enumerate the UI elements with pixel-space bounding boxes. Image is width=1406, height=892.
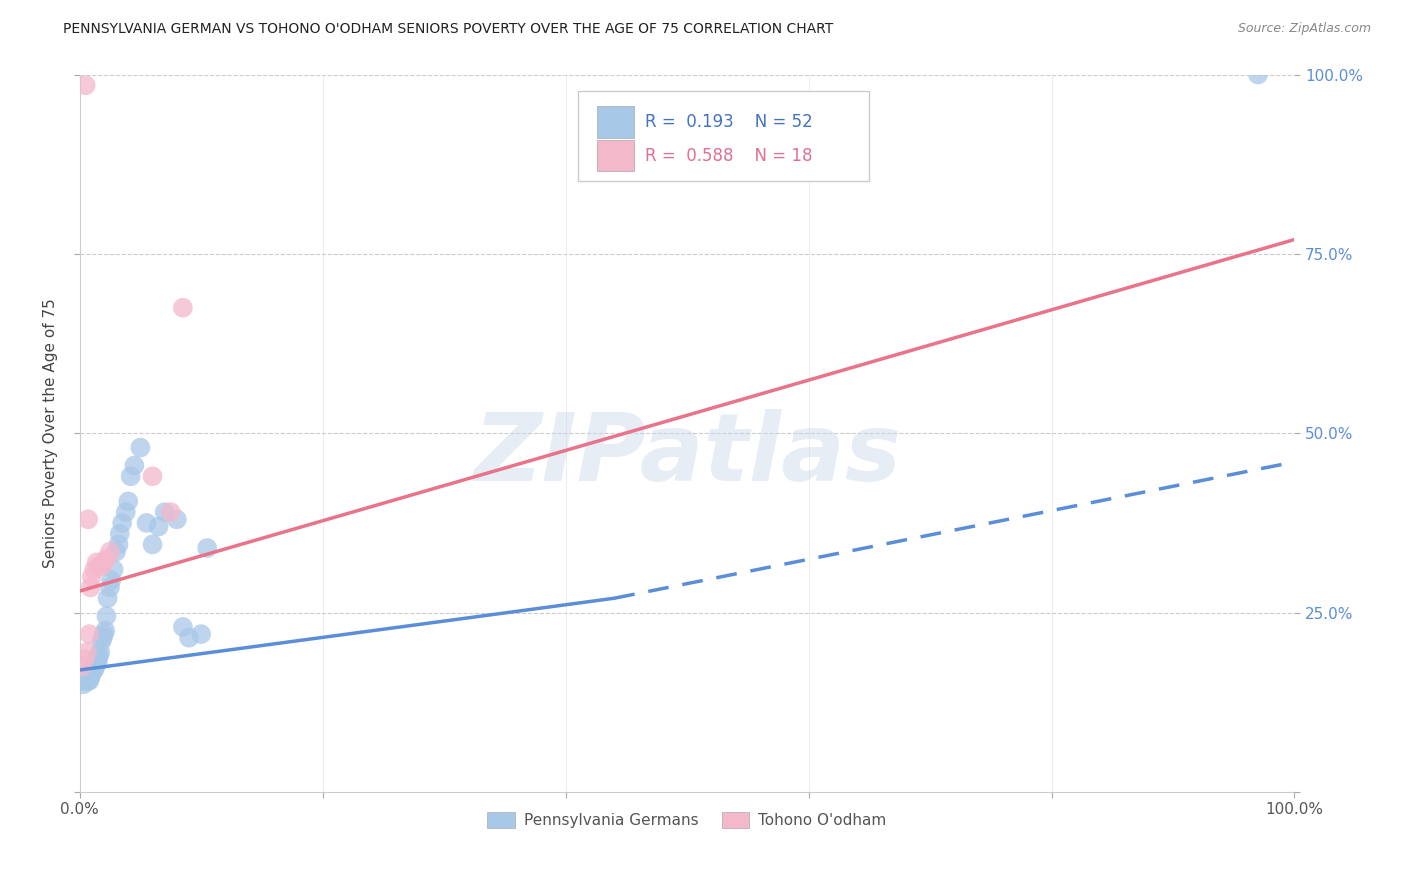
Point	[97, 591, 120, 606]
Text: Source: ZipAtlas.com: Source: ZipAtlas.com	[1237, 22, 1371, 36]
Point	[93, 627, 115, 641]
Point	[83, 563, 105, 577]
Text: PENNSYLVANIA GERMAN VS TOHONO O'ODHAM SENIORS POVERTY OVER THE AGE OF 75 CORRELA: PENNSYLVANIA GERMAN VS TOHONO O'ODHAM SE…	[63, 22, 834, 37]
Point	[80, 570, 103, 584]
Text: ZIPatlas: ZIPatlas	[472, 409, 901, 500]
Point	[70, 659, 93, 673]
Text: R =  0.588    N = 18: R = 0.588 N = 18	[644, 146, 813, 165]
Point	[141, 469, 163, 483]
Point	[82, 663, 104, 677]
Point	[87, 656, 110, 670]
Point	[76, 645, 98, 659]
Point	[83, 663, 105, 677]
Point	[75, 670, 97, 684]
Point	[87, 558, 110, 573]
Point	[1247, 68, 1270, 82]
Point	[80, 663, 103, 677]
Point	[159, 505, 181, 519]
Point	[76, 673, 98, 688]
Point	[117, 494, 139, 508]
Point	[75, 78, 97, 93]
Point	[79, 627, 101, 641]
Point	[100, 574, 122, 588]
Point	[129, 441, 152, 455]
FancyBboxPatch shape	[578, 91, 869, 181]
Point	[84, 659, 107, 673]
Point	[96, 551, 118, 566]
Point	[72, 677, 94, 691]
Point	[83, 659, 105, 673]
Point	[111, 516, 134, 530]
Point	[114, 505, 136, 519]
Legend: Pennsylvania Germans, Tohono O'odham: Pennsylvania Germans, Tohono O'odham	[481, 806, 893, 835]
Point	[79, 581, 101, 595]
Point	[80, 666, 103, 681]
Point	[195, 541, 218, 555]
Point	[79, 673, 101, 688]
Point	[135, 516, 157, 530]
Point	[79, 670, 101, 684]
FancyBboxPatch shape	[598, 106, 634, 137]
Point	[73, 670, 96, 684]
Point	[172, 301, 194, 315]
Point	[98, 544, 121, 558]
Point	[87, 648, 110, 663]
Point	[89, 645, 111, 659]
Point	[107, 537, 129, 551]
Point	[124, 458, 146, 473]
Point	[84, 656, 107, 670]
Point	[141, 537, 163, 551]
Point	[96, 609, 118, 624]
Point	[79, 670, 101, 684]
Point	[120, 469, 142, 483]
Point	[108, 526, 131, 541]
Point	[94, 624, 117, 638]
Point	[70, 673, 93, 688]
Point	[91, 631, 114, 645]
Point	[86, 555, 108, 569]
Point	[103, 563, 125, 577]
Point	[77, 512, 100, 526]
Point	[177, 631, 200, 645]
FancyBboxPatch shape	[598, 140, 634, 171]
Y-axis label: Seniors Poverty Over the Age of 75: Seniors Poverty Over the Age of 75	[44, 298, 58, 568]
Point	[148, 519, 170, 533]
Point	[93, 555, 115, 569]
Point	[77, 673, 100, 688]
Point	[75, 673, 97, 688]
Point	[153, 505, 176, 519]
Point	[90, 558, 112, 573]
Point	[77, 666, 100, 681]
Point	[190, 627, 212, 641]
Point	[98, 581, 121, 595]
Point	[166, 512, 188, 526]
Point	[90, 634, 112, 648]
Text: R =  0.193    N = 52: R = 0.193 N = 52	[644, 113, 813, 131]
Point	[105, 544, 128, 558]
Point	[172, 620, 194, 634]
Point	[87, 648, 110, 663]
Point	[79, 666, 101, 681]
Point	[73, 652, 96, 666]
Point	[86, 656, 108, 670]
